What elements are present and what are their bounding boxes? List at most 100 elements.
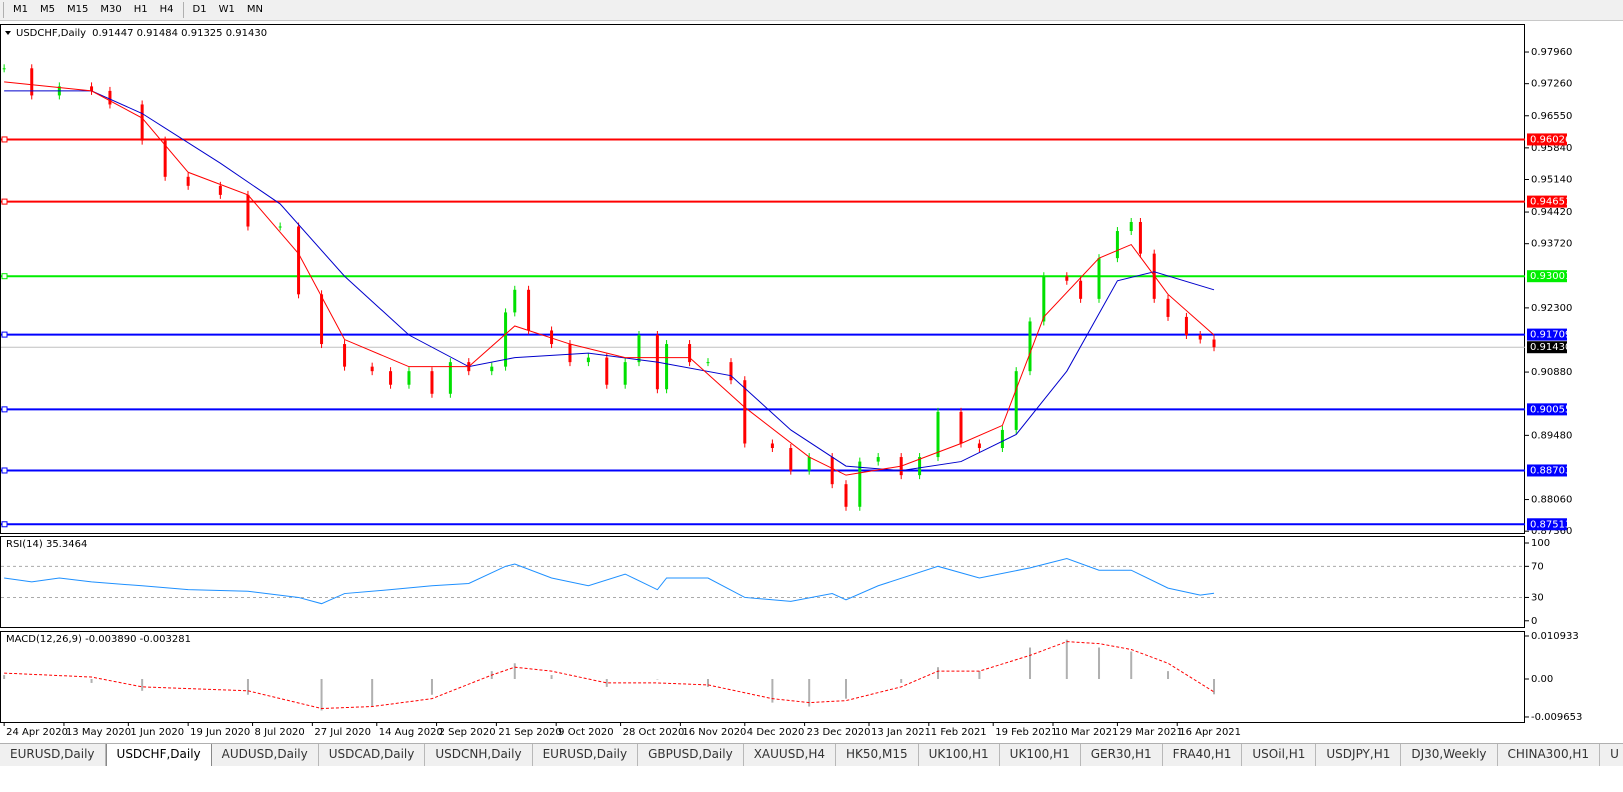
x-tick-label: 14 Aug 2020 — [379, 727, 443, 738]
chart-tab[interactable]: DJ30,Weekly — [1401, 744, 1498, 766]
histogram-bar — [320, 678, 323, 711]
y-tick-label: 0.87360 — [1531, 526, 1572, 537]
chart-tab[interactable]: USDCAD,Daily — [319, 744, 426, 766]
level-handle — [1, 331, 8, 338]
timeframe-button[interactable]: M1 — [13, 4, 28, 15]
histogram-bar — [90, 678, 93, 683]
timeframe-button[interactable]: W1 — [218, 4, 235, 15]
histogram-bar — [1167, 671, 1170, 679]
moving-average — [4, 90, 1215, 472]
candle-body — [550, 330, 554, 345]
timeframe-button[interactable]: MN — [246, 4, 263, 15]
chart-tab[interactable]: USDCHF,Daily — [105, 744, 212, 766]
candle-body — [140, 104, 144, 141]
chart-tab[interactable]: XAUUSD,H4 — [744, 744, 837, 766]
histogram-bar — [246, 678, 249, 695]
current-price-box — [1527, 341, 1567, 354]
menu-arrow — [5, 31, 11, 35]
x-tick-label: 2 Sep 2020 — [439, 727, 496, 738]
x-tick-label: 19 Feb 2021 — [995, 727, 1057, 738]
x-tick-label: 24 Apr 2020 — [6, 727, 68, 738]
level-label: 0.94651 — [1530, 197, 1571, 208]
candle-body — [1000, 429, 1004, 449]
level-label-box — [1527, 133, 1567, 146]
candle-body — [1166, 298, 1170, 317]
histogram-bar — [978, 671, 981, 679]
x-tick-label: 4 Dec 2020 — [747, 727, 805, 738]
level-handle — [1, 136, 8, 143]
y-tick-label: 0.93720 — [1531, 239, 1572, 250]
timeframe-button[interactable]: M30 — [100, 4, 122, 15]
x-tick-label: 9 Oct 2020 — [558, 727, 613, 738]
toolbar: M1 M5 M15 M30 H1 H4 D1 W1 MN — [0, 0, 1623, 21]
moving-average — [4, 81, 1215, 476]
x-tick-label: 1 Feb 2021 — [931, 727, 987, 738]
candle-body — [918, 457, 922, 476]
timeframe-button[interactable]: D1 — [192, 4, 207, 15]
chart-tab[interactable]: USOil,H1 — [1242, 744, 1317, 766]
chart-tab[interactable]: GER30,H1 — [1081, 744, 1163, 766]
level-handle — [1, 198, 8, 205]
x-tick-label: 10 Mar 2021 — [1055, 727, 1118, 738]
x-tick-label: 1 Jun 2020 — [130, 727, 184, 738]
y-tick-label: 30 — [1531, 592, 1544, 603]
chart-tab[interactable]: UK100,H1 — [919, 744, 1000, 766]
candle-body — [389, 371, 393, 385]
candle-body — [568, 344, 572, 363]
histogram-bar — [1130, 651, 1133, 679]
candle-body — [789, 448, 793, 471]
candle-body — [297, 226, 301, 295]
chart-area: 0.97960 0.97260 0.96550 0.95840 0.95140 0.944… — [0, 24, 1583, 738]
level-label-box — [1527, 195, 1567, 208]
panel-frame — [0, 631, 1525, 723]
level-label: 0.93001 — [1530, 271, 1571, 282]
chart-tab[interactable]: EURUSD,Daily — [0, 744, 106, 766]
x-tick-label: 21 Sep 2020 — [498, 727, 561, 738]
candle-body — [1042, 276, 1046, 322]
chart-tab[interactable]: GBPUSD,Daily — [638, 744, 744, 766]
candle-body — [1097, 258, 1101, 299]
chart-tab[interactable]: USDCNH,Daily — [425, 744, 533, 766]
timeframe-button[interactable]: H4 — [159, 4, 174, 15]
candle-body — [830, 457, 834, 485]
chart-tab[interactable]: FRA40,H1 — [1163, 744, 1243, 766]
histogram-bar — [1029, 647, 1032, 679]
level-label: 0.87513 — [1530, 519, 1571, 530]
candle-body — [407, 371, 411, 385]
histogram-bar — [937, 667, 940, 679]
timeframe-button[interactable]: H1 — [133, 4, 148, 15]
candle-body — [278, 226, 282, 228]
candle-body — [90, 86, 94, 91]
x-tick-label: 19 Jun 2020 — [190, 727, 250, 738]
chart-tab[interactable]: EURUSD,Daily — [533, 744, 639, 766]
x-tick-label: 13 May 2020 — [66, 727, 131, 738]
candle-body — [320, 294, 324, 345]
candle-body — [513, 289, 517, 313]
y-tick-label: 0.97260 — [1531, 79, 1572, 90]
level-label-box — [1527, 270, 1567, 283]
y-tick-label: 0.97960 — [1531, 47, 1572, 58]
chart-tab[interactable]: UK100,H1 — [1000, 744, 1081, 766]
candle-body — [1014, 371, 1018, 430]
candle-body — [370, 366, 374, 372]
y-tick-label: 0.88060 — [1531, 495, 1572, 506]
chart-tab[interactable]: AUDUSD,Daily — [212, 744, 319, 766]
histogram-bar — [706, 678, 709, 687]
candle-body — [1065, 276, 1069, 281]
candle-body — [586, 357, 590, 363]
chart-tab[interactable]: USDJPY,H1 — [1316, 744, 1402, 766]
y-tick-label: 0.94420 — [1531, 207, 1572, 218]
chart-tab[interactable]: HK50,M15 — [836, 744, 919, 766]
timeframe-button[interactable]: M15 — [67, 4, 89, 15]
timeframe-button[interactable]: M5 — [40, 4, 55, 15]
chart-tab[interactable]: CHINA300,H1 — [1498, 744, 1601, 766]
histogram-bar — [513, 663, 516, 679]
chart-tab[interactable]: U — [1600, 744, 1623, 766]
candle-body — [430, 371, 434, 394]
x-tick-label: 16 Nov 2020 — [682, 727, 746, 738]
indicator-title: MACD(12,26,9) -0.003890 -0.003281 — [6, 634, 191, 645]
separator — [3, 2, 4, 18]
y-tick-label: 0 — [1531, 616, 1537, 627]
candle-body — [936, 411, 940, 458]
